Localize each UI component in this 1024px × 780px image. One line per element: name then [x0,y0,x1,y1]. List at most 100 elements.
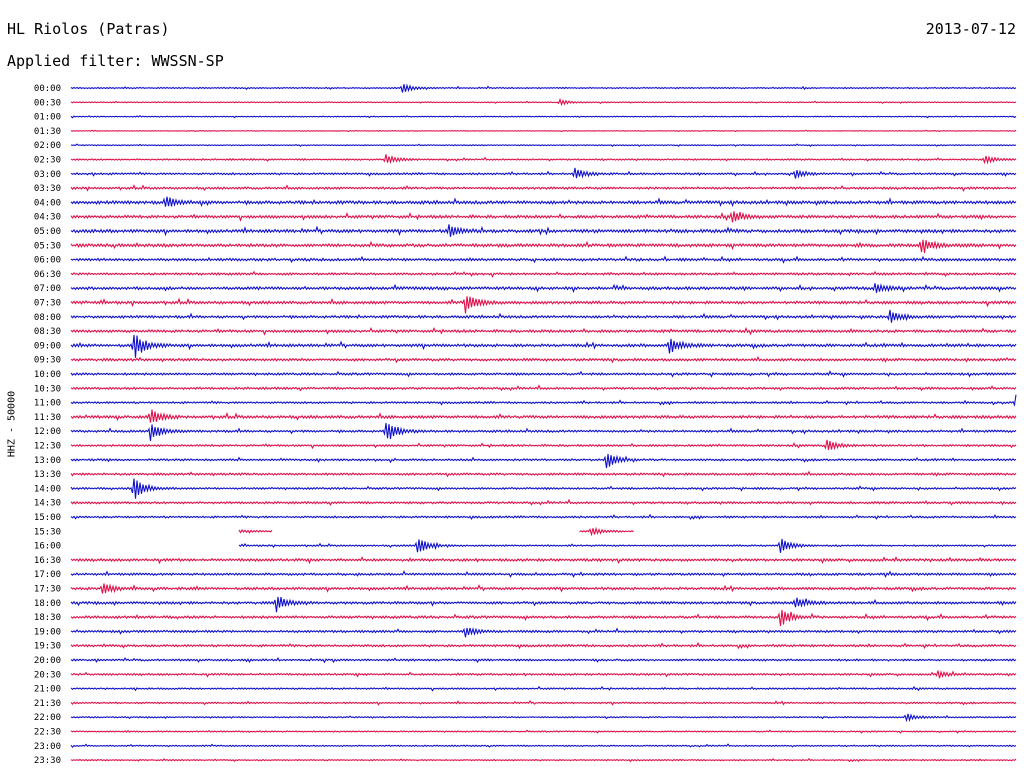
trace-line-1700 [70,570,1017,578]
trace-line-1300 [70,453,1017,469]
time-tick-label: 14:30 [34,499,61,509]
trace-line-2200 [70,713,1017,723]
trace-line-0130 [70,129,1017,133]
trace-line-1600 [238,538,1017,553]
time-tick-label: 11:00 [34,399,61,409]
trace-line-1730 [70,583,1017,594]
time-tick-label: 00:30 [34,98,61,108]
trace-line-0700 [70,283,1017,293]
trace-line-1500 [70,513,1017,521]
trace-line-1200 [70,423,1017,441]
trace-line-0530 [70,239,1017,254]
time-tick-label: 11:30 [34,413,61,423]
trace-line-1830 [70,609,1017,627]
trace-line-1030 [70,384,1017,392]
time-tick-label: 01:30 [34,127,61,137]
time-tick-label: 18:30 [34,613,61,623]
trace-line-0900 [70,334,1017,358]
time-tick-label: 03:30 [34,184,61,194]
time-tick-label: 20:30 [34,670,61,680]
trace-line-1100 [70,394,1017,407]
trace-line-0400 [70,196,1017,208]
trace-line-2130 [70,700,1017,706]
trace-line-2030 [70,670,1017,679]
time-tick-label: 01:00 [34,113,61,123]
trace-line-0930 [70,355,1017,364]
trace-line-0000 [70,83,1017,93]
trace-line-2100 [70,685,1017,692]
time-tick-label: 03:00 [34,170,61,180]
date-label: 2013-07-12 [925,20,1016,38]
trace-line-0600 [70,255,1017,264]
time-tick-label: 12:30 [34,442,61,452]
trace-line-2330 [70,757,1017,763]
trace-line-0800 [70,309,1017,323]
trace-line-0500 [70,224,1017,237]
trace-line-1400 [70,478,1017,499]
trace-line-0830 [70,326,1017,336]
trace-line-0330 [70,184,1017,192]
time-tick-label: 08:00 [34,313,61,323]
time-tick-label: 05:00 [34,227,61,237]
trace-line-0430 [70,211,1017,223]
time-tick-label: 18:00 [34,599,61,609]
time-tick-label: 05:30 [34,241,61,251]
trace-line-1630 [70,556,1017,565]
trace-line-1900 [70,627,1017,638]
time-tick-label: 09:00 [34,341,61,351]
trace-line-2230 [70,729,1017,734]
time-tick-label: 04:00 [34,198,61,208]
time-tick-label: 22:00 [34,713,61,723]
time-tick-label: 14:00 [34,484,61,494]
trace-line-0630 [70,270,1017,278]
time-tick-label: 00:00 [34,84,61,94]
time-tick-label: 17:00 [34,570,61,580]
trace-line-0230 [70,154,1017,165]
time-tick-label: 20:00 [34,656,61,666]
time-tick-label: 21:30 [34,699,61,709]
station-title: HL Riolos (Patras) [7,20,170,38]
trace-line-0300 [70,167,1017,179]
time-tick-label: 13:30 [34,470,61,480]
time-tick-label: 19:00 [34,627,61,637]
trace-line-0200 [70,143,1017,148]
time-tick-label: 16:00 [34,542,61,552]
time-tick-label: 08:30 [34,327,61,337]
trace-line-1330 [70,470,1017,478]
trace-line-1530 [238,529,273,534]
trace-line-1800 [70,596,1017,613]
time-tick-label: 15:00 [34,513,61,523]
trace-line-1130 [70,409,1017,423]
trace-line-1930 [70,641,1017,650]
time-tick-label: 07:00 [34,284,61,294]
trace-line-2300 [70,743,1017,749]
time-tick-label: 17:30 [34,585,61,595]
time-tick-label: 22:30 [34,728,61,738]
time-tick-label: 02:00 [34,141,61,151]
time-tick-label: 09:30 [34,356,61,366]
time-tick-label: 04:30 [34,213,61,223]
trace-line-0030 [70,97,1017,107]
time-tick-label: 16:30 [34,556,61,566]
time-tick-label: 07:30 [34,299,61,309]
trace-line-1230 [70,439,1017,451]
time-tick-label: 06:00 [34,256,61,266]
time-tick-label: 15:30 [34,527,61,537]
trace-line-0730 [70,296,1017,314]
filter-label: Applied filter: WWSSN-SP [7,52,224,70]
trace-line-1000 [70,370,1017,378]
time-tick-label: 13:00 [34,456,61,466]
trace-line-2000 [70,657,1017,664]
time-tick-label: 10:30 [34,384,61,394]
time-tick-label: 12:00 [34,427,61,437]
time-tick-label: 06:30 [34,270,61,280]
time-tick-label: 02:30 [34,156,61,166]
time-tick-label: 10:00 [34,370,61,380]
trace-line-0100 [70,114,1017,119]
time-tick-label: 21:00 [34,685,61,695]
time-tick-label: 23:30 [34,756,61,766]
time-tick-label: 19:30 [34,642,61,652]
trace-line-1530 [579,526,634,537]
